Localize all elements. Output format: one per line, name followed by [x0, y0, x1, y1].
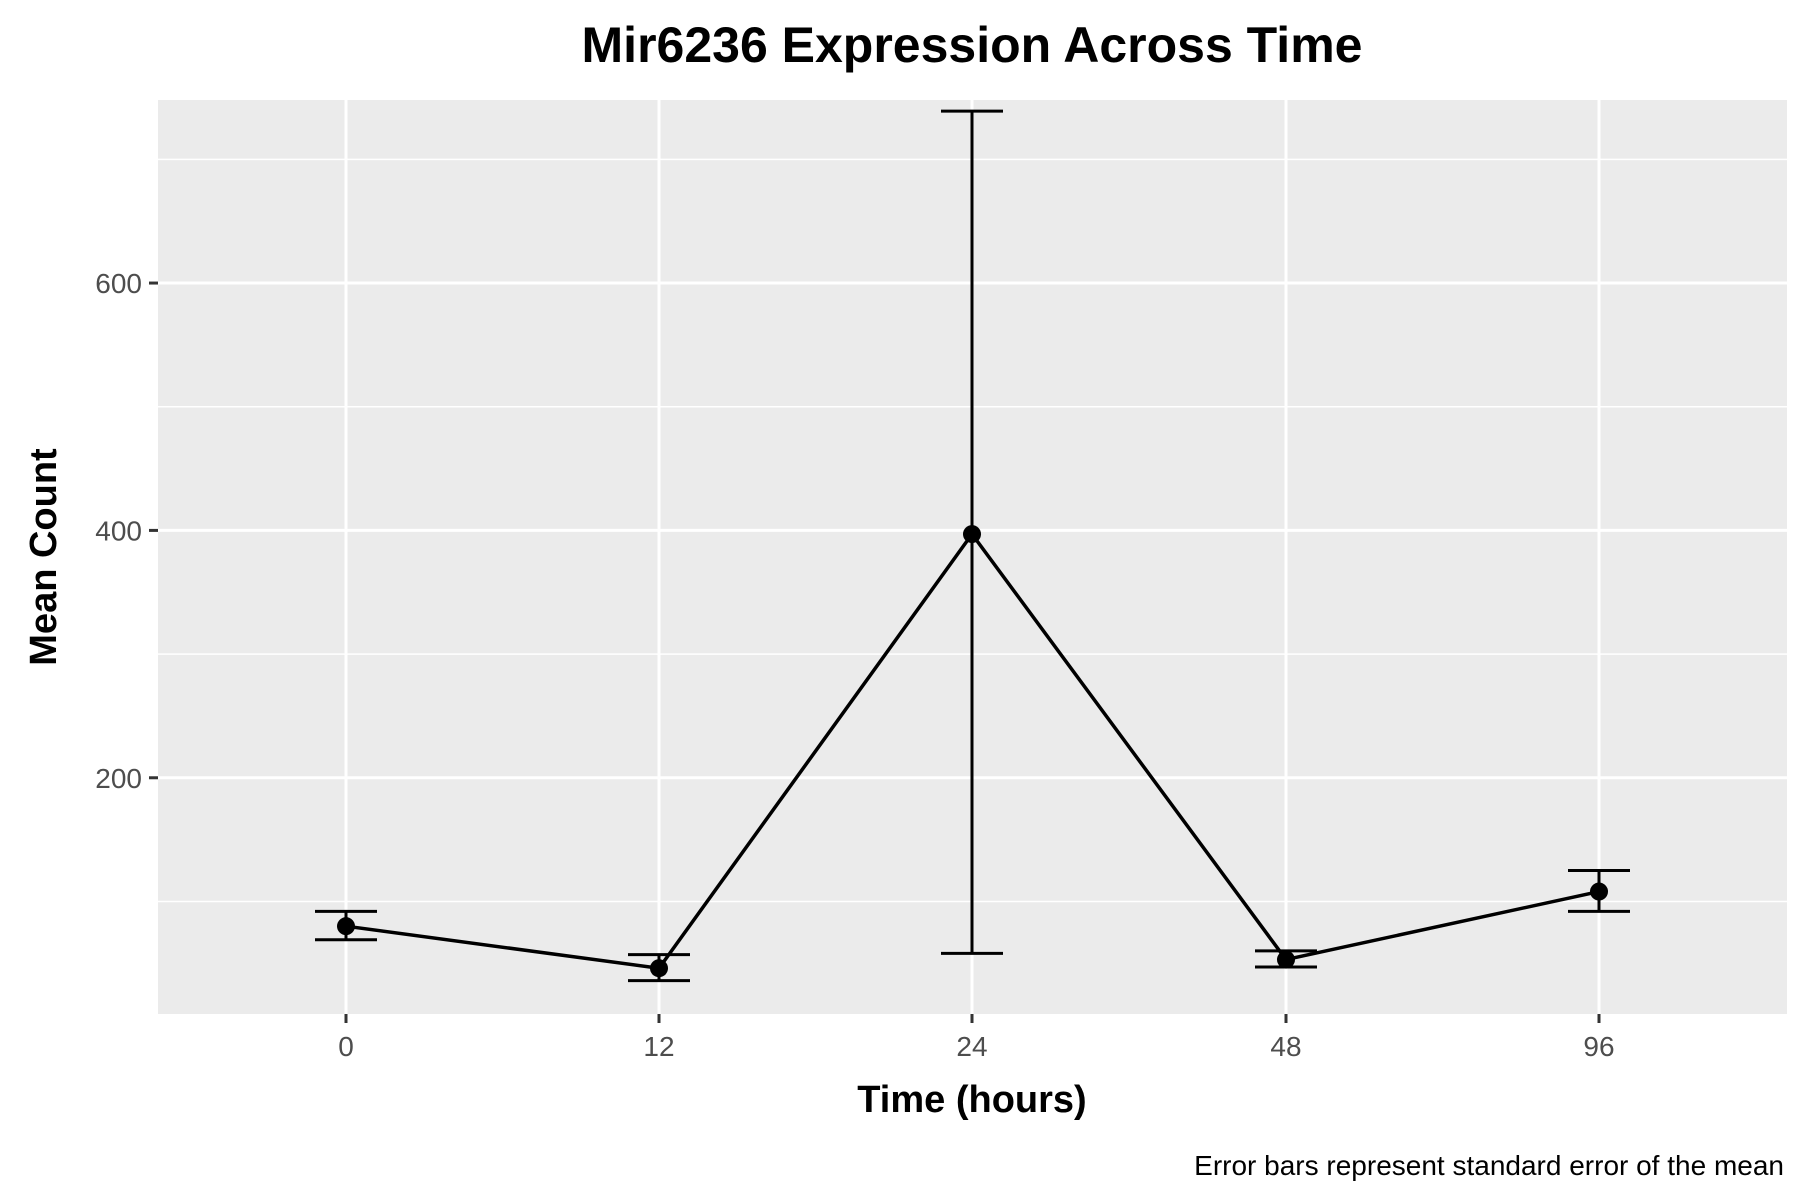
data-point [963, 525, 981, 544]
x-tick-label: 0 [338, 1031, 354, 1062]
x-tick-label: 48 [1270, 1031, 1301, 1062]
y-tick-label: 600 [95, 268, 142, 299]
x-axis: 0 12 24 48 96 [338, 1014, 1615, 1062]
data-point [650, 959, 668, 978]
x-tick-label: 96 [1583, 1031, 1614, 1062]
x-tick-label: 24 [956, 1031, 987, 1062]
y-axis-title: Mean Count [23, 448, 65, 666]
x-axis-title: Time (hours) [857, 1079, 1086, 1121]
x-tick-label: 12 [643, 1031, 674, 1062]
data-point [1590, 882, 1608, 901]
data-point [1277, 950, 1295, 969]
chart-caption: Error bars represent standard error of t… [1194, 1150, 1784, 1181]
y-axis: 200 400 600 [95, 268, 158, 794]
data-points [337, 525, 1608, 978]
data-point [337, 917, 355, 936]
chart-title: Mir6236 Expression Across Time [582, 17, 1363, 73]
y-tick-label: 400 [95, 515, 142, 546]
y-tick-label: 200 [95, 763, 142, 794]
